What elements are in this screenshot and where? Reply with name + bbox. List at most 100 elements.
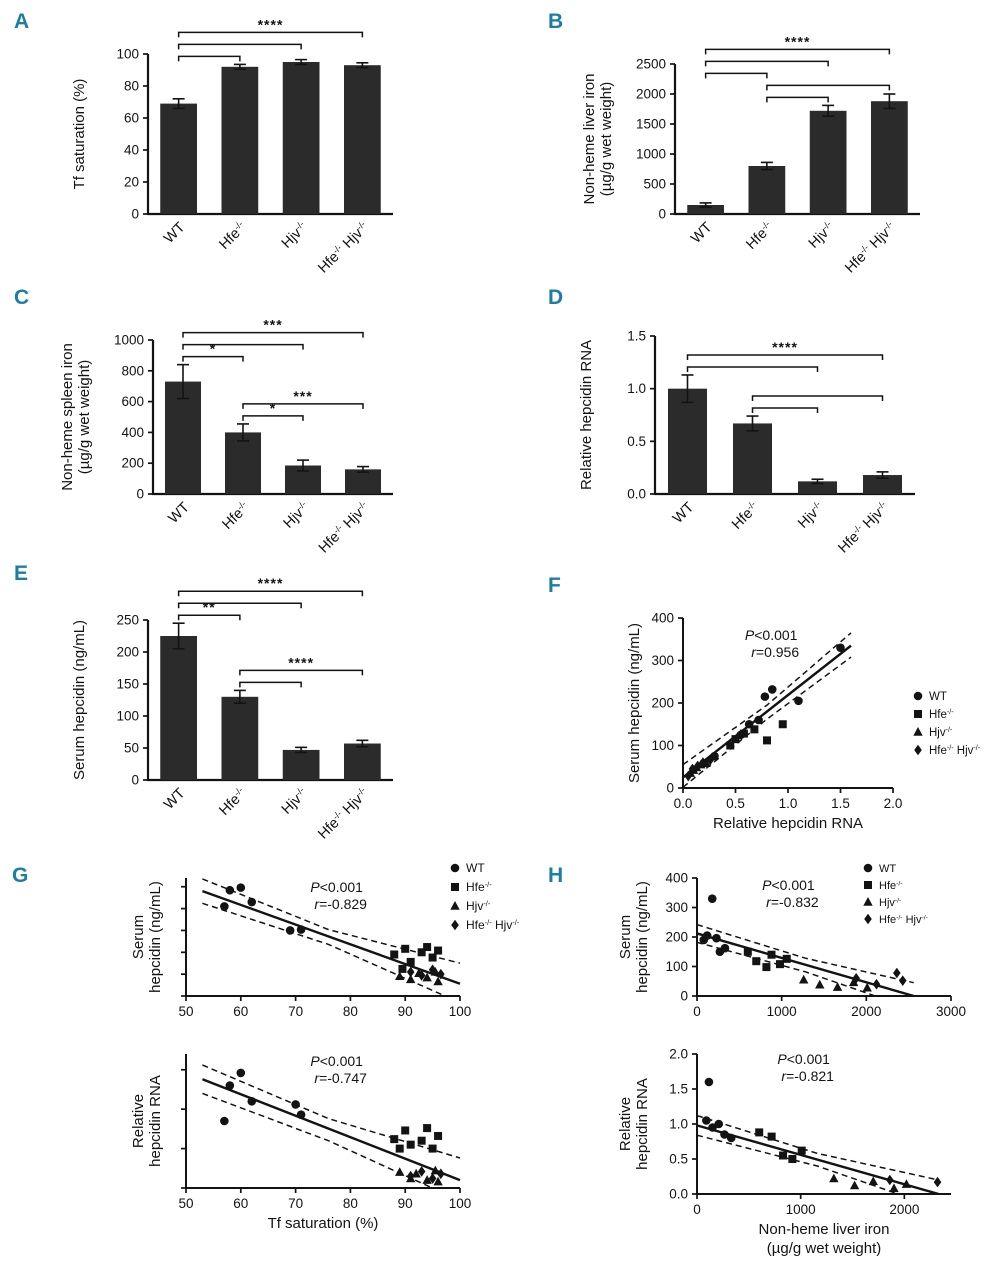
svg-text:Relative: Relative <box>617 1097 634 1151</box>
svg-text:Hfe-/- Hjv-/-: Hfe-/- Hjv-/- <box>315 785 373 843</box>
svg-text:****: **** <box>258 16 284 32</box>
svg-text:300: 300 <box>665 900 688 915</box>
svg-text:400: 400 <box>121 425 144 440</box>
svg-text:0: 0 <box>693 1202 701 1217</box>
svg-text:**: ** <box>203 599 216 615</box>
svg-text:WT: WT <box>166 499 193 526</box>
svg-text:WT: WT <box>161 219 188 246</box>
panel-letter-b: B <box>548 10 564 33</box>
svg-text:1.5: 1.5 <box>831 796 850 811</box>
svg-text:***: *** <box>293 388 312 404</box>
svg-text:1000: 1000 <box>636 147 666 162</box>
chart-liver-iron: 0 500 1000 1500 2000 2500 Non-heme liver iron(… <box>535 8 1005 280</box>
svg-text:60: 60 <box>233 1004 248 1019</box>
svg-text:hepcidin (ng/mL): hepcidin (ng/mL) <box>147 881 164 993</box>
svg-text:WT: WT <box>879 863 896 875</box>
svg-text:500: 500 <box>643 177 666 192</box>
chart-serum-hepcidin-vs-tf-saturation: 50 60 70 80 90 100 Serum hepcidin (ng/mL) P<0.00… <box>28 860 542 1038</box>
svg-text:Hjv-/-: Hjv-/- <box>795 499 828 532</box>
svg-text:300: 300 <box>651 653 674 668</box>
svg-text:WT: WT <box>688 219 715 246</box>
chart-svg-b: 0 500 1000 1500 2000 2500 Non-heme liver iron(… <box>581 33 920 276</box>
svg-text:WT: WT <box>929 691 947 703</box>
svg-text:0.5: 0.5 <box>669 1152 688 1167</box>
svg-text:800: 800 <box>121 363 144 378</box>
svg-text:40: 40 <box>124 143 139 158</box>
svg-text:WT: WT <box>161 785 188 812</box>
chart-svg-e: 0 50 100 150 200 250 Serum hepcidin (ng/mL) WT H… <box>71 575 393 843</box>
svg-text:100: 100 <box>116 47 139 62</box>
svg-text:60: 60 <box>233 1196 248 1211</box>
svg-text:r=-0.832: r=-0.832 <box>766 894 819 910</box>
svg-text:Hfe-/-: Hfe-/- <box>879 880 903 892</box>
svg-text:0: 0 <box>680 989 688 1004</box>
svg-text:r=0.956: r=0.956 <box>751 644 799 660</box>
svg-text:0.5: 0.5 <box>726 796 745 811</box>
svg-text:1000: 1000 <box>786 1202 816 1217</box>
svg-text:Tf saturation (%): Tf saturation (%) <box>268 1215 379 1232</box>
chart-svg-c: 0 200 400 600 800 1000 Non-heme spleen iron (µg… <box>59 317 393 557</box>
svg-text:Hjv-/-: Hjv-/- <box>278 219 311 252</box>
chart-hepcidin-rna-vs-tf-saturation: 50 60 70 80 90 100 Relative hepcidin RNA Tf satu… <box>28 1040 542 1256</box>
svg-text:Relative hepcidin RNA: Relative hepcidin RNA <box>713 815 863 832</box>
svg-text:150: 150 <box>116 677 139 692</box>
svg-text:hepcidin RNA: hepcidin RNA <box>147 1075 164 1167</box>
panel-letter-h: H <box>548 864 564 887</box>
svg-text:Hfe-/- Hjv-/-: Hfe-/- Hjv-/- <box>315 499 373 557</box>
svg-text:90: 90 <box>398 1196 413 1211</box>
svg-text:r=-0.821: r=-0.821 <box>781 1068 834 1084</box>
panel-letter-c: C <box>14 286 30 309</box>
svg-text:2.0: 2.0 <box>884 796 903 811</box>
svg-text:Tf saturation (%): Tf saturation (%) <box>71 79 88 190</box>
svg-text:Hfe-/-: Hfe-/- <box>216 785 250 819</box>
svg-text:r=-0.747: r=-0.747 <box>314 1070 367 1086</box>
svg-text:100: 100 <box>665 959 688 974</box>
chart-svg-h1: 0 1000 2000 3000 0 100 200 300 400 Serum hepcidin … <box>617 863 966 1019</box>
svg-text:****: **** <box>288 654 314 670</box>
svg-text:P<0.001: P<0.001 <box>777 1051 830 1067</box>
svg-text:hepcidin RNA: hepcidin RNA <box>634 1078 651 1170</box>
svg-text:Hfe-/-: Hfe-/- <box>466 880 492 894</box>
svg-text:Hfe-/- Hjv-/-: Hfe-/- Hjv-/- <box>466 918 520 932</box>
svg-text:Hfe-/-: Hfe-/- <box>743 219 777 253</box>
svg-text:hepcidin (ng/mL): hepcidin (ng/mL) <box>634 881 651 993</box>
svg-text:2500: 2500 <box>636 57 666 72</box>
svg-text:250: 250 <box>116 613 139 628</box>
svg-text:Hfe-/- Hjv-/-: Hfe-/- Hjv-/- <box>835 499 893 557</box>
panel-letter-e: E <box>14 562 29 585</box>
svg-text:1.5: 1.5 <box>627 329 646 344</box>
svg-text:80: 80 <box>343 1196 358 1211</box>
svg-text:0: 0 <box>658 207 666 222</box>
svg-text:80: 80 <box>124 79 139 94</box>
chart-svg-a: 0 20 40 60 80 100 Tf saturation (%) WT Hfe-/- Hjv… <box>71 16 393 276</box>
svg-text:P<0.001: P<0.001 <box>310 879 363 895</box>
svg-text:0: 0 <box>131 207 139 222</box>
chart-svg-g2: 50 60 70 80 90 100 Relative hepcidin RNA Tf satu… <box>130 1053 472 1232</box>
svg-text:Hjv-/-: Hjv-/- <box>280 499 313 532</box>
svg-text:1000: 1000 <box>114 333 144 348</box>
svg-text:200: 200 <box>121 456 144 471</box>
svg-text:*: * <box>210 341 216 357</box>
svg-text:Hjv-/-: Hjv-/- <box>805 219 838 252</box>
svg-text:2000: 2000 <box>889 1202 919 1217</box>
svg-text:Hjv-/-: Hjv-/- <box>466 899 491 913</box>
svg-text:1.0: 1.0 <box>779 796 798 811</box>
svg-text:100: 100 <box>449 1004 472 1019</box>
svg-text:****: **** <box>785 33 811 49</box>
svg-text:0: 0 <box>136 487 144 502</box>
chart-hepcidin-rna: 0.0 0.5 1.0 1.5 Relative hepcidin RNA WT Hfe-/… <box>535 282 1005 566</box>
svg-text:0.0: 0.0 <box>627 487 646 502</box>
svg-text:0: 0 <box>666 781 674 796</box>
svg-text:(µg/g wet weight): (µg/g wet weight) <box>76 360 93 475</box>
svg-text:600: 600 <box>121 394 144 409</box>
svg-text:200: 200 <box>116 645 139 660</box>
svg-text:(µg/g wet weight): (µg/g wet weight) <box>598 82 615 197</box>
svg-text:Hfe-/- Hjv-/-: Hfe-/- Hjv-/- <box>879 914 928 926</box>
panel-letter-f: F <box>548 574 561 597</box>
svg-text:Hjv-/-: Hjv-/- <box>929 726 953 739</box>
svg-text:Serum: Serum <box>617 915 634 959</box>
svg-text:100: 100 <box>449 1196 472 1211</box>
svg-text:400: 400 <box>651 611 674 626</box>
svg-text:50: 50 <box>124 741 139 756</box>
